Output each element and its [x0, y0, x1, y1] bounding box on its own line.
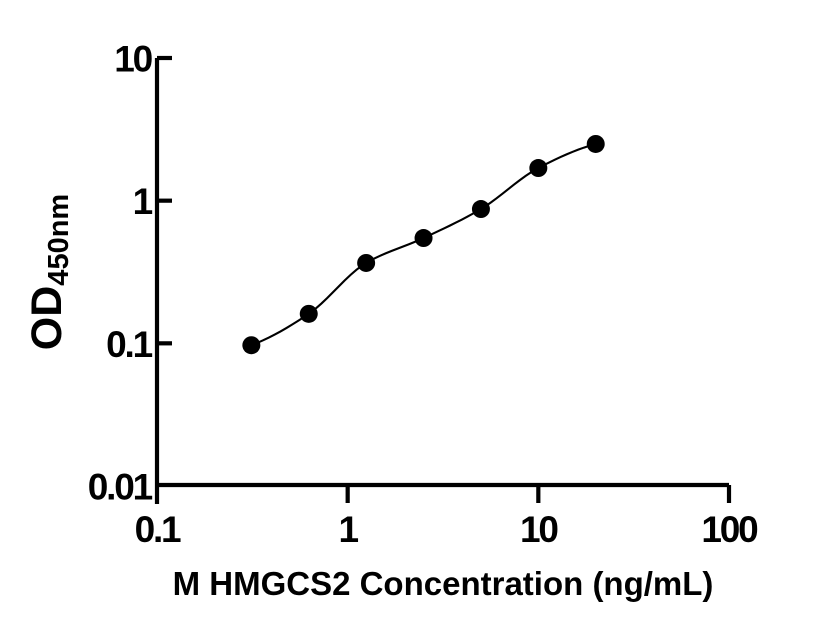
svg-text:1: 1: [338, 509, 358, 550]
svg-text:10: 10: [520, 509, 558, 550]
svg-text:0.01: 0.01: [88, 467, 153, 508]
svg-text:OD450nm: OD450nm: [23, 194, 75, 350]
svg-text:0.1: 0.1: [106, 324, 152, 365]
svg-text:100: 100: [701, 509, 758, 550]
svg-text:0.1: 0.1: [135, 509, 181, 550]
svg-text:10: 10: [114, 39, 152, 80]
svg-text:1: 1: [133, 181, 153, 222]
svg-text:M HMGCS2 Concentration (ng/mL): M HMGCS2 Concentration (ng/mL): [173, 565, 714, 602]
